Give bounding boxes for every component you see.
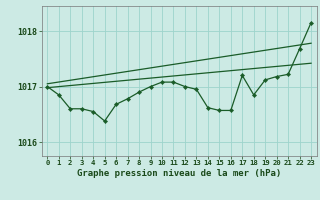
X-axis label: Graphe pression niveau de la mer (hPa): Graphe pression niveau de la mer (hPa) (77, 169, 281, 178)
